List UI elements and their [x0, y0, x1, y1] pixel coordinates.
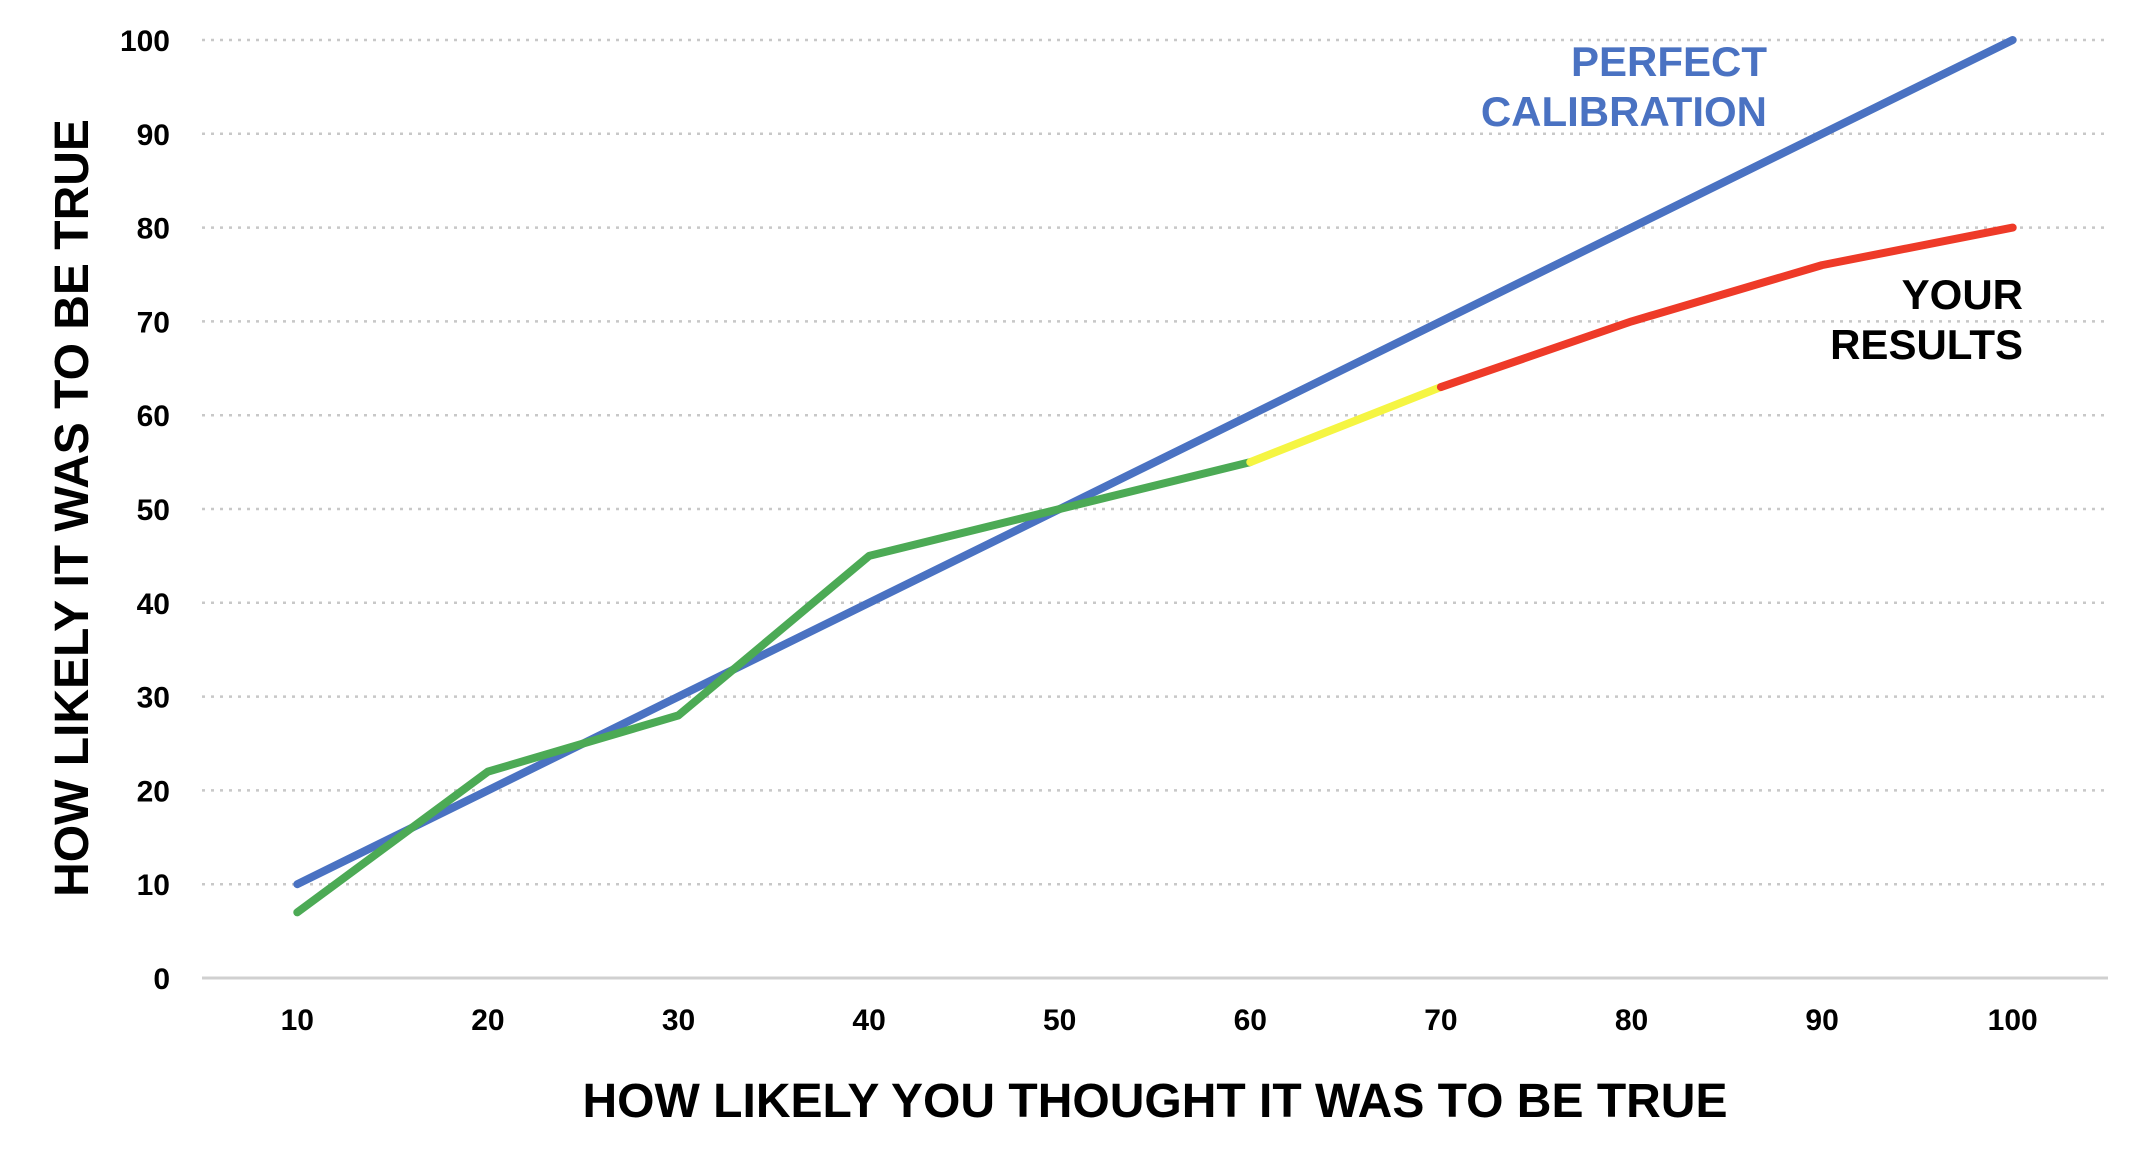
annotations: PERFECT CALIBRATION YOUR RESULTS: [1481, 38, 2023, 368]
x-tick-label: 70: [1424, 1004, 1457, 1037]
x-tick-label: 100: [1988, 1004, 2038, 1037]
x-tick-label: 30: [662, 1004, 695, 1037]
your-results-line-segment-3: [1436, 223, 2017, 392]
y-tick-label: 30: [137, 682, 170, 715]
y-tick-labels: 0 10 20 30 40 50 60 70 80 90 100: [120, 25, 170, 996]
perfect-calibration-label: PERFECT CALIBRATION: [1481, 38, 1768, 135]
y-axis-title: HOW LIKELY IT WAS TO BE TRUE: [46, 119, 99, 897]
your-results-label: YOUR RESULTS: [1830, 271, 2023, 368]
y-tick-label: 50: [137, 494, 170, 527]
y-tick-label: 40: [137, 588, 170, 621]
y-tick-label: 0: [153, 963, 170, 996]
annotation-line: PERFECT: [1571, 38, 1767, 85]
x-tick-labels: 10 20 30 40 50 60 70 80 90 100: [281, 1004, 2038, 1037]
x-tick-label: 60: [1234, 1004, 1267, 1037]
x-tick-label: 40: [852, 1004, 885, 1037]
annotation-line: RESULTS: [1830, 321, 2023, 368]
y-tick-label: 10: [137, 869, 170, 902]
y-tick-label: 100: [120, 25, 170, 58]
x-tick-label: 10: [281, 1004, 314, 1037]
x-tick-label: 80: [1615, 1004, 1648, 1037]
x-tick-label: 50: [1043, 1004, 1076, 1037]
perfect-calibration-line: [293, 36, 2017, 889]
y-tick-label: 70: [137, 306, 170, 339]
gridlines: [202, 38, 2108, 980]
series-lines: [293, 36, 2017, 917]
y-tick-label: 80: [137, 213, 170, 246]
y-tick-label: 20: [137, 775, 170, 808]
annotation-line: CALIBRATION: [1481, 88, 1767, 135]
your-results-line-segment-2: [1246, 383, 1445, 467]
y-tick-label: 90: [137, 119, 170, 152]
x-axis-title: HOW LIKELY YOU THOUGHT IT WAS TO BE TRUE: [583, 1075, 1728, 1128]
x-tick-label: 90: [1805, 1004, 1838, 1037]
annotation-line: YOUR: [1902, 271, 2023, 318]
your-results-line-segment-1: [293, 458, 1255, 917]
y-tick-label: 60: [137, 400, 170, 433]
x-tick-label: 20: [471, 1004, 504, 1037]
